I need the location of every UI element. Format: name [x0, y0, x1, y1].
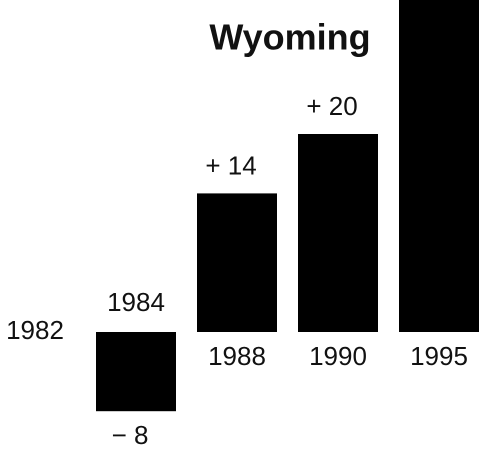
chart-title: Wyoming	[209, 17, 370, 58]
bar	[399, 0, 479, 333]
x-tick-label: 1988	[208, 341, 266, 371]
x-tick-label: 1982	[6, 315, 64, 345]
value-label: + 20	[306, 91, 357, 121]
value-label: + 14	[205, 150, 256, 180]
bar	[298, 134, 378, 332]
value-label: − 8	[112, 420, 149, 450]
bar	[197, 193, 277, 332]
x-tick-label: 1995	[410, 341, 468, 371]
x-tick-label: 1984	[107, 287, 165, 317]
bar	[96, 332, 176, 412]
x-tick-label: 1990	[309, 341, 367, 371]
